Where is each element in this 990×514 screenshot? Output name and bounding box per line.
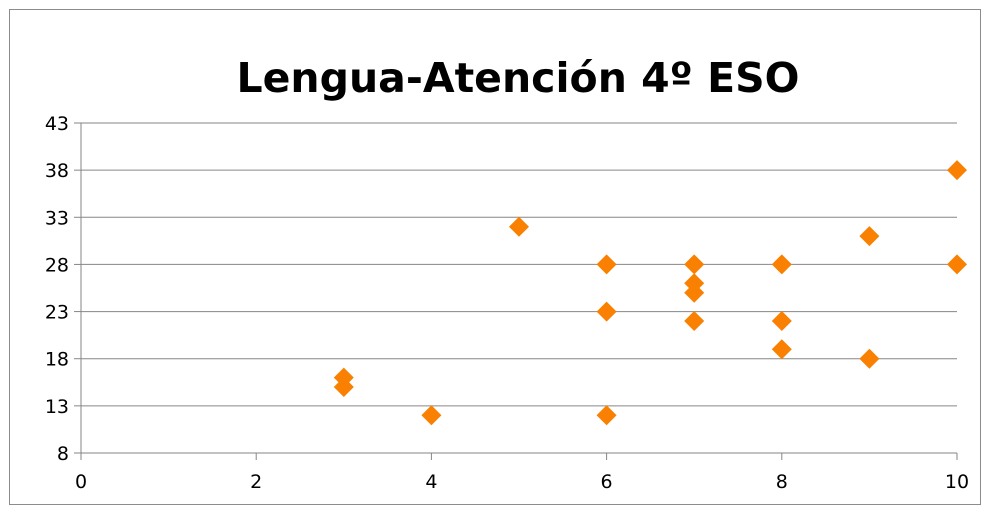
x-tick-label: 8 [776,471,788,493]
grid-lines [81,122,957,407]
data-point [333,377,354,397]
data-point [509,216,529,237]
data-point [771,339,792,360]
data-point [684,311,705,331]
data-point [684,254,705,275]
data-point [771,254,792,275]
chart-frame [9,9,981,505]
y-tick-label: 18 [45,349,69,371]
y-tick-label: 28 [45,254,69,276]
data-point [947,254,967,275]
y-tick-label: 13 [45,396,69,418]
data-point [596,405,617,426]
data-points [333,160,967,426]
y-tick-label: 33 [45,207,69,229]
y-tick-label: 8 [57,443,69,465]
data-point [859,226,880,247]
data-point [859,348,880,369]
x-tick-label: 10 [945,471,969,493]
x-tick-label: 2 [250,471,262,493]
data-point [596,301,617,322]
y-tick-label: 38 [45,160,69,182]
data-point [421,405,442,426]
tick-labels: 8 13 18 23 28 33 38 43 0 2 4 6 8 10 [45,113,969,493]
x-tick-label: 0 [75,471,87,493]
y-tick-label: 43 [45,113,69,135]
x-tick-label: 6 [601,471,613,493]
x-tick-label: 4 [425,471,437,493]
data-point [684,282,705,303]
data-point [947,160,967,181]
axes [74,122,958,460]
y-tick-label: 23 [45,302,69,324]
data-point [771,311,792,331]
chart-title: Lengua-Atención 4º ESO [237,54,800,102]
data-point [596,254,617,275]
